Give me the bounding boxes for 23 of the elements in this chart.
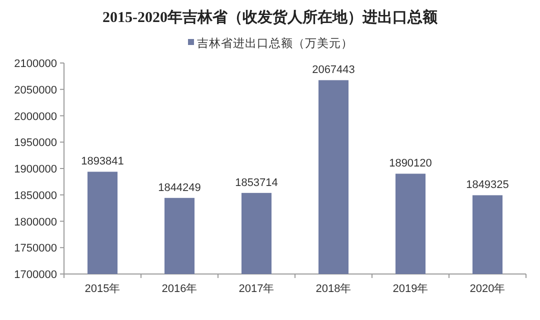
x-tick-label: 2017年 (238, 283, 274, 295)
y-tick-label: 1800000 (14, 216, 57, 228)
y-tick-label: 1900000 (14, 164, 57, 176)
y-tick-label: 1850000 (14, 190, 57, 202)
x-tick-label: 2020年 (470, 283, 506, 295)
y-tick-label: 1750000 (14, 242, 57, 255)
data-label: 2067443 (312, 64, 355, 76)
x-tick-label: 2016年 (162, 283, 198, 295)
y-tick-label: 1950000 (14, 137, 57, 150)
y-tick-label: 1700000 (14, 269, 57, 281)
data-label: 1844249 (158, 182, 201, 194)
data-label: 1890120 (389, 158, 432, 170)
chart-title: 2015-2020年吉林省（收发货人所在地）进出口总额 (102, 8, 438, 26)
y-tick-label: 2050000 (14, 84, 57, 96)
legend-label: 吉林省进出口总额（万美元） (197, 36, 353, 50)
data-label: 1893841 (81, 156, 124, 168)
x-tick-label: 2015年 (84, 283, 120, 295)
x-tick-label: 2019年 (392, 283, 428, 295)
data-label: 1853714 (235, 176, 278, 189)
y-tick-label: 2100000 (14, 58, 57, 70)
y-tick-label: 2000000 (14, 110, 57, 123)
data-label: 1849325 (466, 179, 509, 192)
x-tick-label: 2018年 (316, 283, 352, 295)
